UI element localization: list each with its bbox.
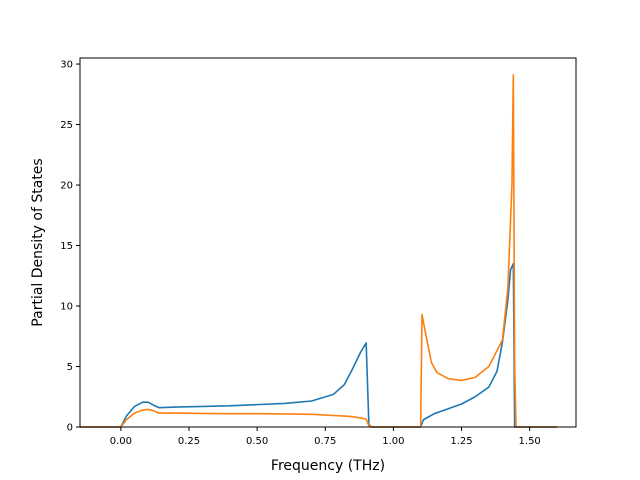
axes-frame <box>79 57 577 428</box>
series-line-2 <box>80 74 557 428</box>
x-tick-label: 0.75 <box>314 436 336 447</box>
x-axis-label: Frequency (THz) <box>271 458 385 474</box>
x-tick-label: 1.00 <box>382 436 404 447</box>
y-tick-label: 25 <box>60 120 73 131</box>
x-tick-label: 1.50 <box>519 436 541 447</box>
x-tick-label: 1.25 <box>450 436 472 447</box>
x-tick-label: 0.50 <box>246 436 268 447</box>
y-tick-label: 20 <box>60 181 73 192</box>
plot-area <box>80 74 557 428</box>
y-tick-label: 10 <box>60 302 73 313</box>
y-tick-label: 15 <box>60 241 73 252</box>
y-tick-label: 0 <box>67 423 73 434</box>
x-tick-label: 0.00 <box>110 436 132 447</box>
y-axis-label: Partial Density of States <box>30 158 46 326</box>
y-axis: 0 5 10 15 20 25 30 <box>60 60 80 434</box>
y-tick-label: 30 <box>60 60 73 71</box>
x-axis: 0.00 0.25 0.50 0.75 1.00 1.25 1.50 <box>110 427 541 447</box>
x-tick-label: 0.25 <box>178 436 200 447</box>
y-tick-label: 5 <box>67 362 73 373</box>
